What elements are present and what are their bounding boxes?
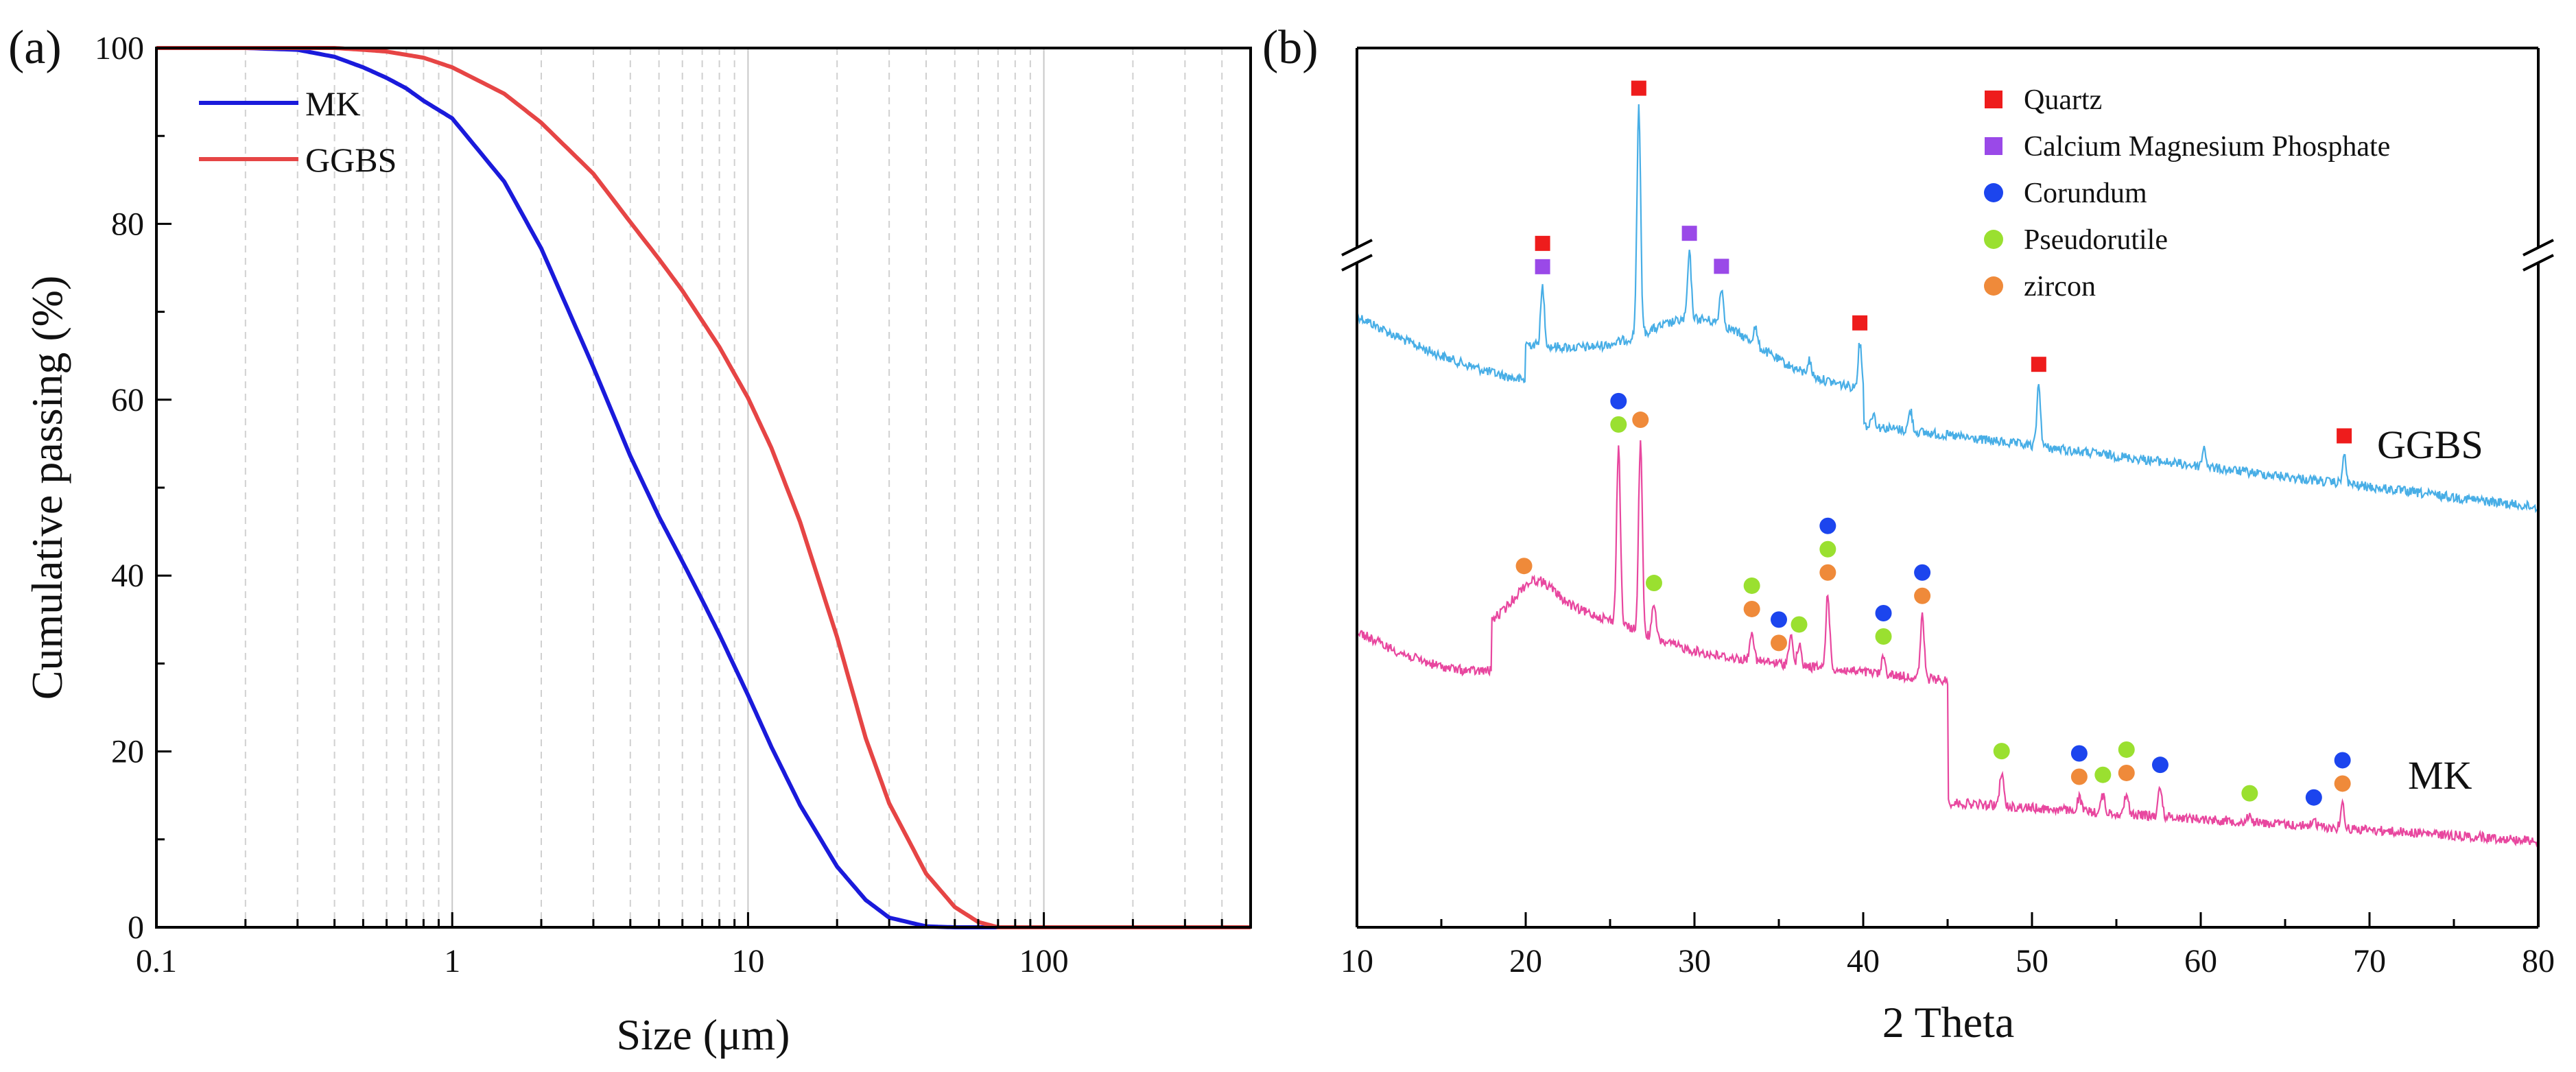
- legend-a: MK GGBS: [199, 84, 397, 179]
- marker-zircon: [2334, 775, 2351, 792]
- xrd-line-ggbs: [1356, 104, 2539, 514]
- marker-zircon: [1632, 412, 1649, 429]
- axis-break-left: [1341, 239, 1373, 272]
- marker-quartz: [1631, 80, 1646, 96]
- legend-label-zircon: zircon: [2024, 271, 2096, 302]
- x-tick-label: 10: [1340, 943, 1373, 979]
- tick-labels-b: 10 20 30 40 50 60 70 80: [1340, 943, 2555, 979]
- marker-zircon: [1743, 600, 1760, 617]
- marker-calcium-magnesium-phosphate: [1714, 259, 1729, 274]
- axis-break-right: [2522, 239, 2554, 272]
- marker-quartz: [1852, 315, 1868, 331]
- x-tick-label: 70: [2353, 943, 2386, 979]
- ticks-a: [155, 47, 1252, 929]
- marker-pseudorutile: [1791, 616, 1808, 633]
- y-tick-label: 40: [111, 558, 144, 594]
- marker-zircon: [1819, 564, 1836, 581]
- marker-calcium-magnesium-phosphate: [1681, 226, 1697, 241]
- legend-label-ggbs: GGBS: [305, 141, 397, 179]
- x-tick-label: 60: [2184, 943, 2217, 979]
- marker-quartz: [2031, 357, 2046, 372]
- x-tick-label: 50: [2016, 943, 2048, 979]
- legend-marker-corundum: [1984, 183, 2003, 202]
- panel-label-a: (a): [8, 21, 62, 74]
- legend-marker-quartz: [1985, 91, 2002, 108]
- marker-pseudorutile: [1645, 575, 1662, 592]
- peak-markers: [1515, 80, 2352, 806]
- marker-zircon: [2118, 764, 2135, 781]
- y-tick-label: 80: [111, 206, 144, 242]
- marker-corundum: [2305, 789, 2322, 806]
- marker-corundum: [1914, 564, 1931, 581]
- legend-label-quartz: Quartz: [2024, 84, 2102, 116]
- panel-a: (a) 0.1 1 10 100 0 20 40 60 80 100 MK GGBS Size (…: [8, 21, 1252, 1059]
- y-tick-label: 60: [111, 382, 144, 418]
- x-axis-label-a: Size (μm): [617, 1010, 790, 1059]
- marker-corundum: [1771, 611, 1787, 628]
- marker-pseudorutile: [1743, 577, 1760, 594]
- marker-pseudorutile: [1875, 628, 1892, 645]
- x-tick-label: 30: [1678, 943, 1711, 979]
- x-tick-label: 10: [731, 943, 764, 979]
- marker-corundum: [2070, 745, 2088, 762]
- series-label-ggbs: GGBS: [2377, 422, 2483, 467]
- y-axis-label-a: Cumulative passing (%): [23, 276, 71, 700]
- tick-labels-a: 0.1 1 10 100 0 20 40 60 80 100: [95, 30, 1069, 979]
- legend-label-mk: MK: [305, 84, 361, 123]
- marker-quartz: [2337, 428, 2352, 444]
- marker-quartz: [1535, 235, 1550, 251]
- panel-b: (b) 10 20 30 40 50 60 70 80 Quartz Calcium Magne…: [1262, 21, 2555, 1047]
- series-a: [156, 46, 1251, 929]
- marker-calcium-magnesium-phosphate: [1535, 259, 1550, 274]
- marker-pseudorutile: [2118, 741, 2135, 758]
- marker-zircon: [1771, 634, 1787, 652]
- x-tick-label: 80: [2522, 943, 2555, 979]
- marker-pseudorutile: [1993, 743, 2010, 760]
- marker-corundum: [2151, 757, 2169, 774]
- legend-b: Quartz Calcium Magnesium Phosphate Corundu…: [1984, 84, 2390, 302]
- x-tick-label: 20: [1509, 943, 1542, 979]
- legend-marker-calcium-magnesium-phosphate: [1985, 137, 2002, 155]
- marker-corundum: [1875, 604, 1892, 621]
- series-line-mk: [156, 46, 999, 929]
- marker-zircon: [2070, 768, 2088, 785]
- y-tick-label: 0: [128, 909, 144, 946]
- x-tick-label: 40: [1847, 943, 1880, 979]
- x-tick-label: 1: [444, 943, 460, 979]
- legend-label-corundum: Corundum: [2024, 178, 2147, 209]
- panel-label-b: (b): [1262, 21, 1319, 74]
- grid-a: [244, 48, 1223, 927]
- y-tick-label: 100: [95, 30, 144, 67]
- ticks-b: [1356, 912, 2540, 927]
- x-tick-label: 100: [1019, 943, 1069, 979]
- x-tick-label: 0.1: [136, 943, 177, 979]
- marker-corundum: [2334, 752, 2351, 769]
- series-label-mk: MK: [2408, 753, 2472, 798]
- legend-marker-pseudorutile: [1984, 230, 2003, 249]
- legend-marker-zircon: [1984, 276, 2003, 296]
- x-axis-label-b: 2 Theta: [1882, 998, 2015, 1047]
- marker-pseudorutile: [2094, 766, 2112, 783]
- xrd-patterns: [1356, 104, 2539, 848]
- marker-corundum: [1610, 392, 1627, 409]
- xrd-line-mk: [1356, 440, 2539, 848]
- series-line-ggbs: [156, 46, 1251, 929]
- y-tick-label: 20: [111, 734, 144, 770]
- marker-corundum: [1819, 517, 1836, 534]
- marker-pseudorutile: [2241, 785, 2258, 802]
- marker-pseudorutile: [1819, 540, 1836, 558]
- marker-zircon: [1914, 587, 1931, 604]
- marker-pseudorutile: [1610, 416, 1627, 433]
- plot-frame-a: [155, 47, 1252, 929]
- legend-label-calcium-magnesium-phosphate: Calcium Magnesium Phosphate: [2024, 131, 2390, 163]
- marker-zircon: [1515, 558, 1533, 575]
- legend-label-pseudorutile: Pseudorutile: [2024, 224, 2168, 256]
